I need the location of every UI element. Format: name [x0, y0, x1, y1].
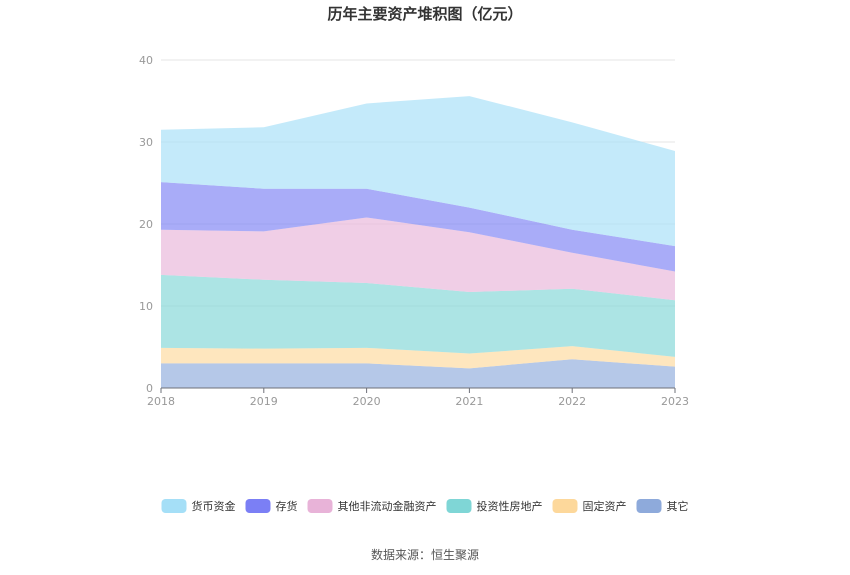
area-series-2[interactable] — [161, 274, 675, 357]
legend-label: 其他非流动金融资产 — [338, 499, 437, 513]
area-series-4[interactable] — [161, 182, 675, 272]
x-tick-label: 2021 — [455, 395, 483, 408]
legend-swatch — [446, 499, 472, 513]
legend-swatch — [161, 499, 187, 513]
x-tick-label: 2020 — [353, 395, 381, 408]
y-tick-label: 30 — [139, 136, 153, 149]
legend[interactable]: 货币资金 存货 其他非流动金融资产 投资性房地产 固定资产 其它 — [161, 499, 689, 513]
legend-item[interactable]: 其他非流动金融资产 — [307, 499, 437, 513]
legend-item[interactable]: 存货 — [245, 499, 298, 513]
x-tick-label: 2018 — [147, 395, 175, 408]
legend-label: 投资性房地产 — [477, 499, 543, 513]
legend-swatch — [245, 499, 271, 513]
legend-label: 货币资金 — [192, 499, 236, 513]
area-series-1[interactable] — [161, 346, 675, 369]
legend-label: 固定资产 — [583, 499, 627, 513]
area-series-0[interactable] — [161, 359, 675, 388]
y-tick-label: 20 — [139, 218, 153, 231]
y-tick-label: 40 — [139, 54, 153, 67]
y-tick-label: 0 — [146, 382, 153, 395]
x-tick-label: 2022 — [558, 395, 586, 408]
x-tick-label: 2019 — [250, 395, 278, 408]
chart-title: 历年主要资产堆积图（亿元） — [327, 5, 522, 23]
legend-swatch — [636, 499, 662, 513]
legend-swatch — [552, 499, 578, 513]
area-series-group — [161, 96, 675, 388]
legend-swatch — [307, 499, 333, 513]
y-tick-label: 10 — [139, 300, 153, 313]
legend-item[interactable]: 投资性房地产 — [446, 499, 543, 513]
legend-item[interactable]: 固定资产 — [552, 499, 627, 513]
axes: 0 10 20 30 40 2018 2019 2020 2021 2022 2023 — [139, 54, 689, 408]
area-series-5[interactable] — [161, 96, 675, 247]
area-series-3[interactable] — [161, 217, 675, 301]
legend-item[interactable]: 其它 — [636, 499, 689, 513]
x-tick-label: 2023 — [661, 395, 689, 408]
data-source-note: 数据来源：恒生聚源 — [371, 547, 479, 562]
legend-label: 其它 — [667, 499, 689, 513]
legend-label: 存货 — [276, 499, 298, 513]
legend-item[interactable]: 货币资金 — [161, 499, 236, 513]
